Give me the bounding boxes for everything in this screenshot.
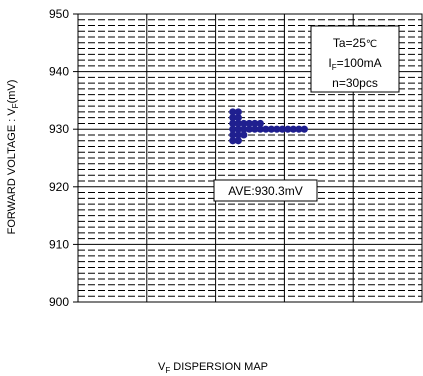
- ambient-temperature-label: Ta=25℃: [333, 36, 377, 50]
- x-axis-title: VF DISPERSION MAP: [158, 361, 268, 375]
- plot-frame: [77, 13, 423, 303]
- data-point: [251, 119, 259, 128]
- average-label: AVE:930.3mV: [228, 184, 302, 198]
- data-point: [229, 125, 237, 133]
- data-point: [284, 125, 292, 133]
- data-point: [245, 125, 253, 133]
- data-point: [240, 131, 248, 139]
- data-point: [234, 108, 242, 116]
- y-tick-label: 950: [49, 7, 69, 21]
- data-point: [300, 125, 308, 133]
- data-point: [256, 119, 264, 128]
- y-tick-label: 910: [49, 237, 69, 251]
- y-tick-label: 900: [49, 295, 69, 309]
- forward-current-label: IF=100mA: [328, 56, 381, 72]
- conditions-box: Ta=25℃ IF=100mA n=30pcs: [310, 25, 400, 93]
- y-axis-ticks: 950 940 930 920 910 900: [49, 7, 78, 309]
- data-points: [229, 108, 308, 145]
- data-point: [251, 125, 259, 133]
- data-point: [278, 125, 286, 133]
- y-tick-label: 920: [49, 180, 69, 194]
- conditions-frame: [310, 25, 400, 93]
- data-point: [234, 137, 242, 145]
- data-point: [240, 119, 248, 128]
- data-point: [234, 125, 242, 133]
- y-tick-label: 930: [49, 122, 69, 136]
- data-point: [229, 114, 237, 122]
- data-point: [229, 137, 237, 145]
- sample-count-label: n=30pcs: [332, 76, 378, 90]
- data-point: [273, 125, 281, 133]
- data-point: [289, 125, 297, 133]
- data-point: [256, 125, 264, 133]
- data-point: [234, 114, 242, 122]
- data-point: [267, 125, 275, 133]
- data-point: [240, 125, 248, 133]
- data-point: [229, 119, 237, 128]
- data-point: [295, 125, 303, 133]
- average-frame: [213, 179, 318, 202]
- y-tick-label: 940: [49, 65, 69, 79]
- data-point: [234, 131, 242, 139]
- data-point: [234, 119, 242, 128]
- data-point: [262, 125, 270, 133]
- data-point: [229, 108, 237, 116]
- data-point: [229, 131, 237, 139]
- average-box: AVE:930.3mV: [213, 179, 318, 202]
- y-axis-title: FORWARD VOLTAGE : VF(mV): [6, 80, 20, 235]
- data-point: [245, 119, 253, 128]
